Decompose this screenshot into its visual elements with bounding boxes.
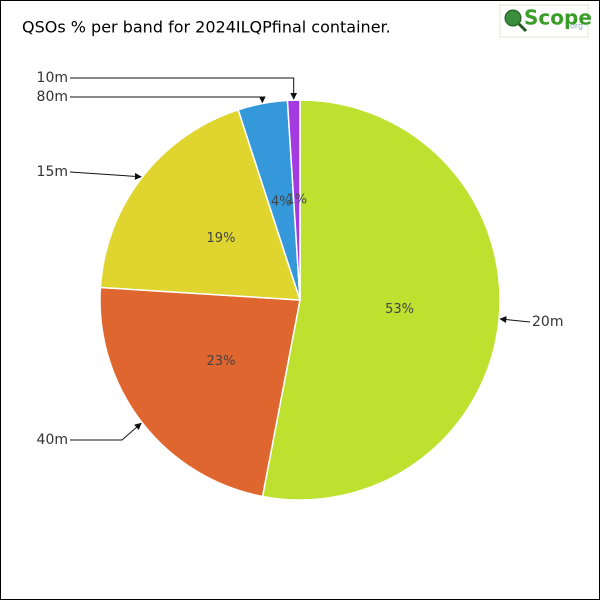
leader-line [499,316,531,324]
slice-label: 40m [37,432,68,448]
value-label: 4% [271,194,292,209]
leader-line [70,422,142,441]
logo-suffix: org [570,22,583,31]
chart-title: QSOs % per band for 2024ILQPfinal contai… [22,18,391,37]
logo: Scope org [499,4,592,38]
leader-line [69,171,142,180]
logo-handle [517,22,528,33]
pie-slice [99,286,301,498]
pie-slice [286,99,301,301]
slice-label: 20m [532,314,563,330]
leader-line [70,96,266,104]
slice-label: 80m [37,89,68,105]
logo-lens [504,9,522,27]
value-label: 19% [207,231,236,246]
slice-label: 15m [37,164,68,180]
value-label: 53% [385,302,414,317]
pie-slice [261,99,501,501]
pie-slice [99,108,302,301]
value-label: 23% [207,354,236,369]
slice-label: 10m [37,70,68,86]
logo-text: Scope [524,6,592,30]
value-label: 1% [287,193,308,208]
leader-line [70,77,298,100]
